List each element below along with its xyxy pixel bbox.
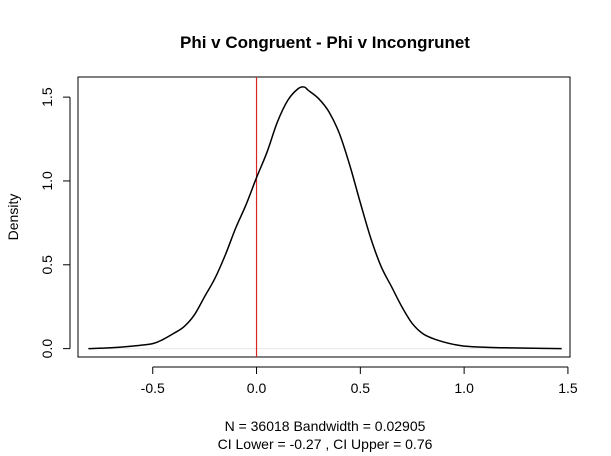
x-axis-label-line-1: N = 36018 Bandwidth = 0.02905: [225, 418, 426, 434]
plot-frame: [77, 76, 571, 358]
y-axis: 0.0 0.5 1.0 1.5: [39, 87, 71, 359]
density-curve: [88, 86, 562, 350]
y-tick-label: 1.0: [39, 171, 55, 191]
x-tick-label: -0.5: [141, 380, 165, 396]
y-tick-label: 1.5: [39, 87, 55, 107]
x-axis-label-line-2: CI Lower = -0.27 , CI Upper = 0.76: [218, 436, 433, 452]
y-tick-label: 0.0: [39, 339, 55, 359]
y-tick-label: 0.5: [39, 255, 55, 275]
x-tick-label: 1.0: [454, 380, 474, 396]
chart-title: Phi v Congruent - Phi v Incongrunet: [180, 33, 470, 52]
x-tick-label: 1.5: [558, 380, 578, 396]
plot-area: [88, 77, 562, 357]
x-tick-label: 0.5: [351, 380, 371, 396]
y-axis-label: Density: [5, 194, 21, 241]
x-axis: -0.5 0.0 0.5 1.0 1.5: [141, 366, 578, 396]
x-tick-label: 0.0: [247, 380, 267, 396]
